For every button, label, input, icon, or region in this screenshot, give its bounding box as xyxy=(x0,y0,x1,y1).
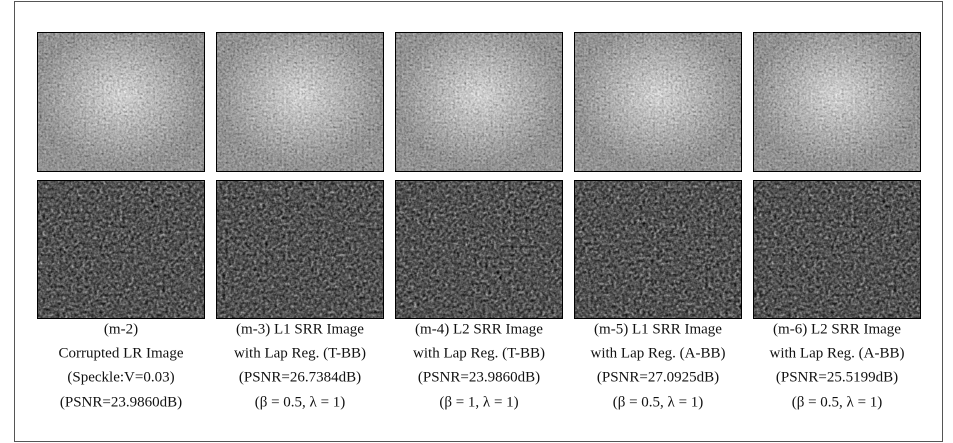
image-top-border xyxy=(37,32,205,172)
caption-line: (m-2) xyxy=(104,321,138,337)
caption-line: (m-3) L1 SRR Image xyxy=(236,321,364,337)
caption-line: with Lap Reg. (A-BB) xyxy=(770,345,905,361)
image-top-border xyxy=(753,32,921,172)
image-bottom xyxy=(216,180,384,319)
image-bottom xyxy=(395,180,563,319)
caption-line: (m-5) L1 SRR Image xyxy=(594,321,722,337)
caption-line: Corrupted LR Image xyxy=(59,345,184,361)
image-bottom xyxy=(37,180,205,319)
caption-line: (PSNR=26.7384dB) xyxy=(239,369,361,385)
image-top-shade xyxy=(216,32,384,172)
image-bottom-border xyxy=(753,180,921,319)
image-bottom xyxy=(753,180,921,319)
caption-line: (PSNR=23.9860dB) xyxy=(60,394,182,410)
image-bottom-border xyxy=(395,180,563,319)
image-top-border xyxy=(216,32,384,172)
caption-line: (Speckle:V=0.03) xyxy=(67,369,174,385)
caption-line: with Lap Reg. (T-BB) xyxy=(234,345,366,361)
image-bottom-border xyxy=(574,180,742,319)
image-top-border xyxy=(395,32,563,172)
image-bottom-border xyxy=(216,180,384,319)
caption-line: with Lap Reg. (T-BB) xyxy=(413,345,545,361)
image-top-shade xyxy=(753,32,921,172)
image-bottom xyxy=(574,180,742,319)
image-bottom-border xyxy=(37,180,205,319)
image-top-border xyxy=(574,32,742,172)
caption-line: with Lap Reg. (A-BB) xyxy=(591,345,726,361)
caption-line: (m-6) L2 SRR Image xyxy=(773,321,901,337)
caption-line: (β = 1, λ = 1) xyxy=(439,394,518,410)
caption-line: (β = 0.5, λ = 1) xyxy=(792,394,883,410)
image-top-shade xyxy=(574,32,742,172)
caption-line: (m-4) L2 SRR Image xyxy=(415,321,543,337)
caption-line: (PSNR=25.5199dB) xyxy=(776,369,898,385)
caption-line: (PSNR=27.0925dB) xyxy=(597,369,719,385)
caption-line: (β = 0.5, λ = 1) xyxy=(255,394,346,410)
frame xyxy=(14,1,943,442)
caption-line: (PSNR=23.9860dB) xyxy=(418,369,540,385)
image-top-shade xyxy=(395,32,563,172)
image-top-shade xyxy=(37,32,205,172)
caption-line: (β = 0.5, λ = 1) xyxy=(613,394,704,410)
